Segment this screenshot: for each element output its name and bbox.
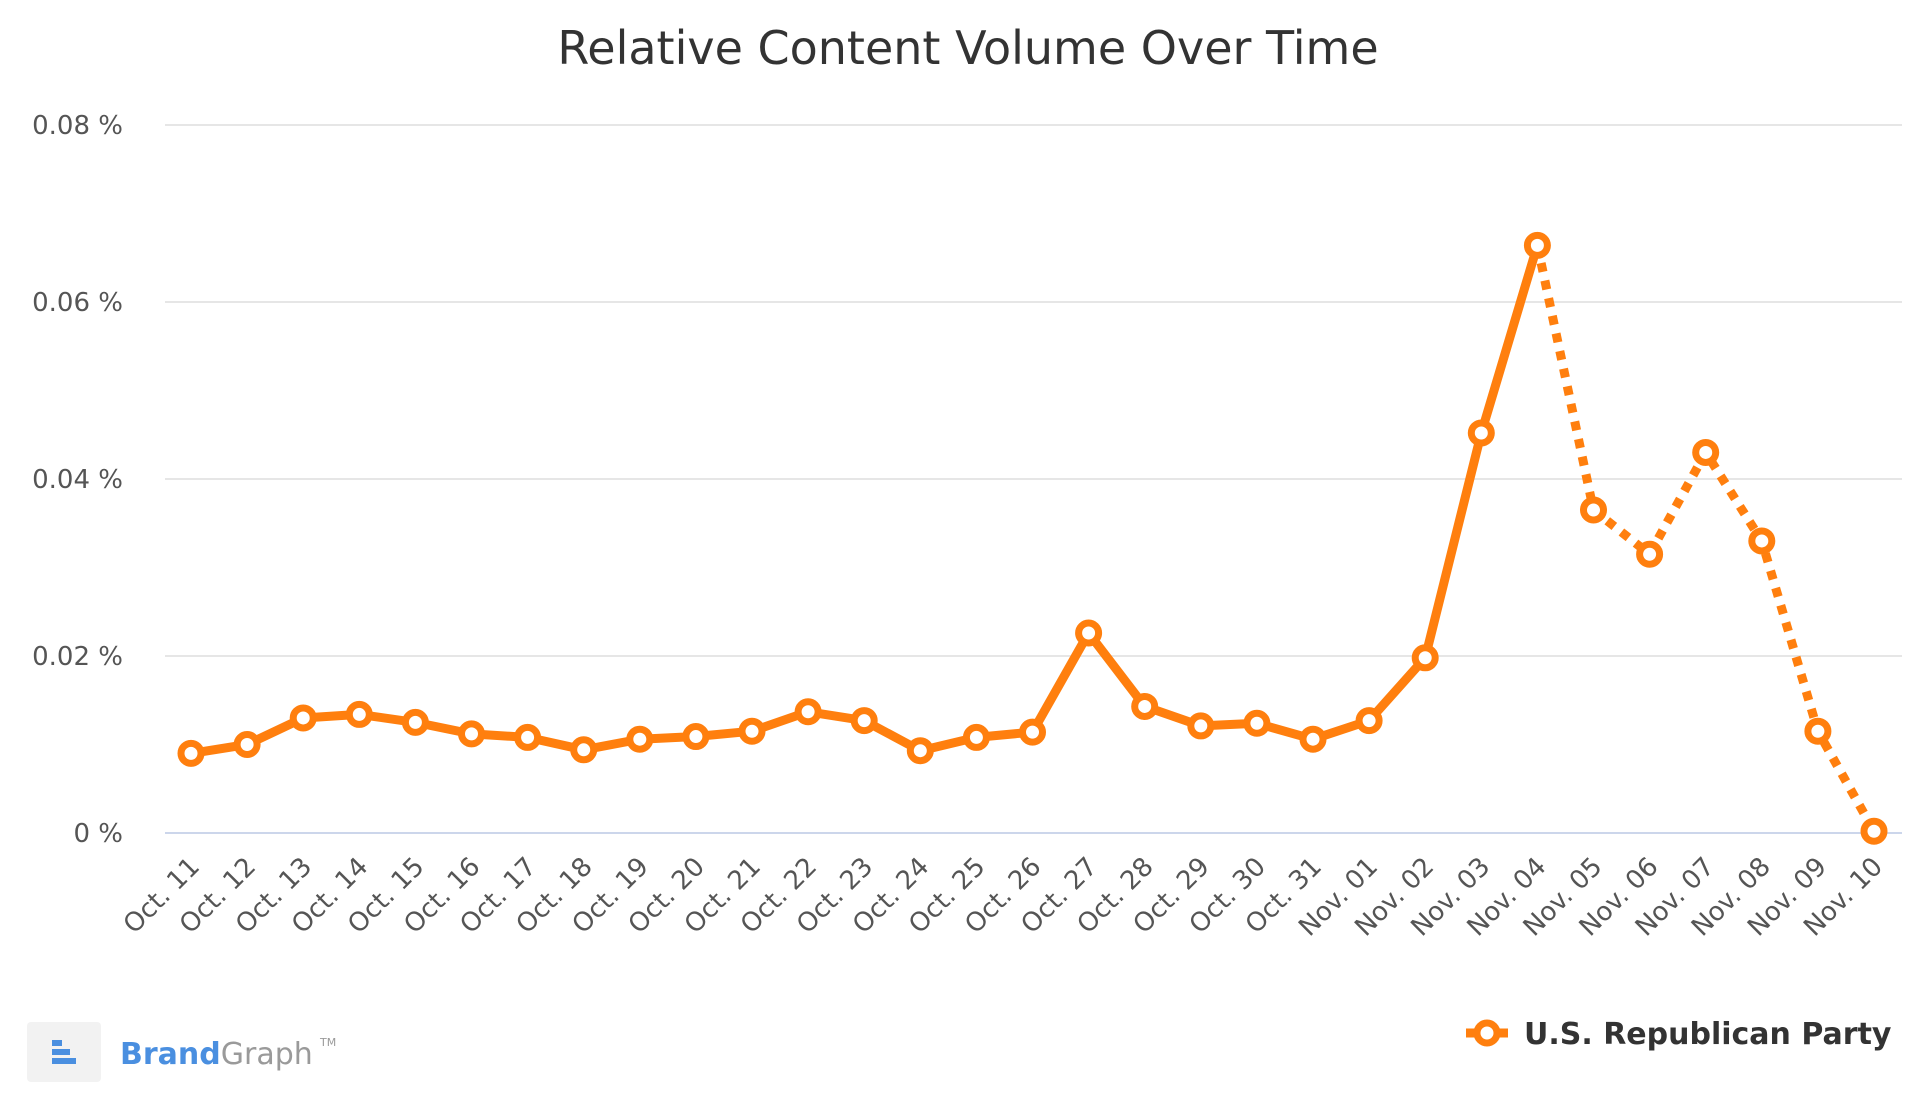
data-point[interactable] (289, 704, 317, 732)
data-point[interactable] (1523, 231, 1551, 259)
data-point[interactable] (1075, 619, 1103, 647)
data-point[interactable] (345, 700, 373, 728)
series-line-solid (186, 240, 1542, 758)
series-points (177, 231, 1888, 845)
data-point[interactable] (738, 717, 766, 745)
brand-name: BrandGraph (120, 1037, 313, 1072)
data-point[interactable] (1131, 692, 1159, 720)
bar-stack-icon-bottom (52, 1058, 76, 1064)
y-axis-tick-labels: 0 % 0.02 % 0.04 % 0.06 % 0.08 % (32, 111, 123, 849)
data-point[interactable] (682, 723, 710, 751)
brand-trademark: TM (319, 1036, 336, 1049)
data-point[interactable] (1860, 817, 1888, 845)
grid-lines (165, 124, 1902, 834)
data-point[interactable] (1580, 496, 1607, 524)
bar-stack-icon (52, 1040, 62, 1046)
legend-label: U.S. Republican Party (1524, 1017, 1892, 1052)
y-tick-label: 0.02 % (32, 642, 123, 672)
bar-stack-icon-mid (52, 1049, 70, 1055)
y-tick-label: 0.04 % (32, 465, 123, 495)
data-point[interactable] (514, 723, 542, 751)
data-point[interactable] (626, 725, 654, 753)
data-point[interactable] (1804, 717, 1832, 745)
legend[interactable]: U.S. Republican Party (1466, 1017, 1892, 1052)
data-point[interactable] (1355, 707, 1383, 735)
data-point[interactable] (1299, 725, 1327, 753)
data-point[interactable] (401, 708, 429, 736)
brandgraph-logo: BrandGraph TM (27, 1022, 336, 1082)
data-point[interactable] (458, 720, 485, 748)
data-point[interactable] (1692, 438, 1720, 466)
data-point[interactable] (177, 739, 205, 767)
data-point[interactable] (794, 698, 822, 726)
chart-title: Relative Content Volume Over Time (557, 21, 1378, 75)
data-point[interactable] (1467, 419, 1495, 447)
data-point[interactable] (850, 707, 878, 735)
brand-name-brand: Brand (120, 1037, 221, 1072)
data-point[interactable] (962, 723, 990, 751)
brand-name-graph: Graph (221, 1037, 313, 1072)
y-tick-label: 0.06 % (32, 288, 123, 318)
y-tick-label: 0.08 % (32, 111, 123, 141)
data-point[interactable] (906, 737, 934, 765)
data-point[interactable] (1636, 540, 1664, 568)
data-point[interactable] (233, 731, 261, 758)
data-point[interactable] (1748, 527, 1776, 555)
data-point[interactable] (1019, 718, 1046, 746)
data-point[interactable] (1243, 709, 1271, 737)
data-point[interactable] (1411, 644, 1439, 672)
data-point[interactable] (570, 736, 598, 764)
legend-marker-swatch (1473, 1019, 1501, 1047)
data-point[interactable] (1187, 712, 1215, 740)
y-tick-label: 0 % (73, 819, 123, 849)
